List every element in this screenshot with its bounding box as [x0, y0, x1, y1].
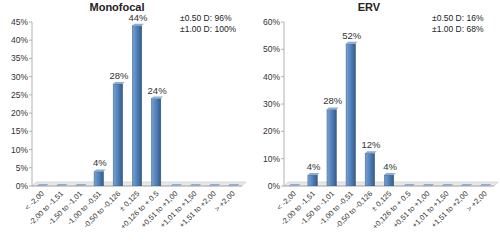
bar-top: [170, 184, 182, 186]
y-tick: [281, 104, 284, 105]
chart: 0%5%10%15%20%25%30%35%40%45%4%28%44%24%<…: [11, 1, 246, 231]
y-tick-label: 30%: [11, 72, 28, 82]
bar-top: [289, 184, 301, 186]
bar-top: [56, 184, 68, 186]
y-tick: [281, 158, 284, 159]
data-label: 52%: [342, 30, 362, 41]
y-tick-label: 40%: [263, 72, 280, 82]
y-tick: [281, 186, 284, 187]
y-tick: [29, 131, 32, 132]
data-label: 28%: [323, 95, 343, 106]
x-tick-label: -0,50 to -0,126: [81, 189, 122, 230]
bar-top: [228, 184, 240, 186]
data-label: 4%: [383, 161, 397, 172]
bar-top: [365, 151, 377, 153]
y-tick-label: 45%: [11, 17, 28, 27]
bar-top: [384, 173, 396, 175]
bar: [151, 99, 161, 186]
data-label: 44%: [128, 12, 148, 23]
annotation: ±0.50 D: 96%: [180, 13, 232, 23]
bar: [327, 109, 337, 186]
bar-top: [422, 184, 434, 186]
figure: 0%5%10%15%20%25%30%35%40%45%4%28%44%24%<…: [0, 0, 500, 246]
bar-top: [461, 184, 473, 186]
y-tick: [29, 167, 32, 168]
y-tick-label: 60%: [263, 17, 280, 27]
y-tick-label: 30%: [263, 99, 280, 109]
y-tick: [281, 49, 284, 50]
y-tick: [29, 22, 32, 23]
y-tick: [29, 40, 32, 41]
y-tick: [29, 58, 32, 59]
bar-top: [403, 184, 415, 186]
y-tick-label: 40%: [11, 35, 28, 45]
bar-top: [480, 184, 492, 186]
y-tick: [29, 186, 32, 187]
bar: [308, 175, 318, 186]
x-tick-label: > +2,00: [213, 189, 237, 213]
y-tick-label: 0%: [268, 181, 281, 191]
bar-top: [132, 24, 144, 26]
y-tick: [281, 131, 284, 132]
y-tick-label: 20%: [11, 108, 28, 118]
bar: [346, 44, 356, 186]
data-label: 28%: [109, 70, 129, 81]
bar-top: [308, 173, 320, 175]
y-tick-label: 50%: [263, 44, 280, 54]
title: Monofocal: [90, 1, 145, 13]
bar-top: [151, 97, 163, 99]
data-label: 4%: [307, 161, 321, 172]
y-tick: [29, 94, 32, 95]
bars: [289, 42, 491, 186]
bar-top: [37, 184, 49, 186]
bar-top: [113, 82, 125, 84]
bar-top: [442, 184, 454, 186]
y-axis: [32, 22, 33, 186]
y-tick: [29, 76, 32, 77]
x-tick-label: > +2,00: [465, 189, 489, 213]
x-tick-label: +1,51 to +2,00: [177, 189, 218, 230]
bar: [94, 171, 104, 186]
data-label: 24%: [148, 85, 168, 96]
y-tick-label: 20%: [263, 126, 280, 136]
chart: 0%10%20%30%40%50%60%4%28%52%12%4%< -2,00…: [263, 1, 498, 231]
title: ERV: [358, 1, 381, 13]
bar-top: [94, 169, 106, 171]
x-tick-label: -0,50 to -0,126: [333, 189, 374, 230]
bar-top: [75, 184, 87, 186]
y-tick-label: 5%: [16, 163, 29, 173]
data-label: 12%: [361, 139, 381, 150]
y-tick: [281, 22, 284, 23]
y-tick-label: 25%: [11, 90, 28, 100]
bar-top: [209, 184, 221, 186]
x-tick-label: +1,51 to +2,00: [429, 189, 470, 230]
bar-top: [190, 184, 202, 186]
y-tick-label: 10%: [11, 145, 28, 155]
annotation: ±0.50 D: 16%: [432, 13, 484, 23]
y-tick-label: 10%: [263, 154, 280, 164]
bars: [37, 24, 239, 186]
y-tick: [29, 149, 32, 150]
y-tick: [29, 113, 32, 114]
y-tick-label: 0%: [16, 181, 29, 191]
bar: [365, 153, 375, 186]
annotation: ±1.00 D: 68%: [432, 24, 484, 34]
data-label: 4%: [93, 157, 107, 168]
bar-top: [327, 107, 339, 109]
y-tick-label: 35%: [11, 53, 28, 63]
y-tick: [281, 76, 284, 77]
bar: [132, 26, 142, 186]
annotation: ±1.00 D: 100%: [180, 24, 237, 34]
bar-top: [346, 42, 358, 44]
y-tick-label: 15%: [11, 126, 28, 136]
bar: [384, 175, 394, 186]
bar: [113, 84, 123, 186]
